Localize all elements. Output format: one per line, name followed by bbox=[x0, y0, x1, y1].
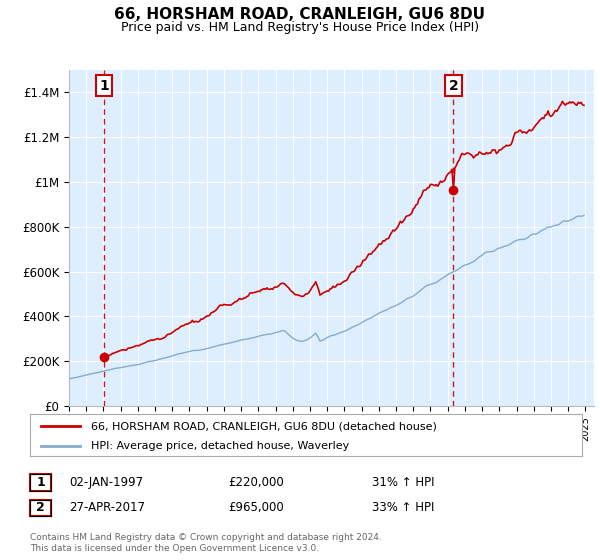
Text: £965,000: £965,000 bbox=[228, 501, 284, 515]
Text: 27-APR-2017: 27-APR-2017 bbox=[69, 501, 145, 515]
Text: 02-JAN-1997: 02-JAN-1997 bbox=[69, 476, 143, 489]
Text: 2: 2 bbox=[448, 78, 458, 92]
Text: 1: 1 bbox=[99, 78, 109, 92]
Text: £220,000: £220,000 bbox=[228, 476, 284, 489]
Text: 66, HORSHAM ROAD, CRANLEIGH, GU6 8DU (detached house): 66, HORSHAM ROAD, CRANLEIGH, GU6 8DU (de… bbox=[91, 421, 437, 431]
Text: 1: 1 bbox=[36, 476, 45, 489]
Text: 2: 2 bbox=[36, 501, 45, 515]
Text: Contains HM Land Registry data © Crown copyright and database right 2024.
This d: Contains HM Land Registry data © Crown c… bbox=[30, 533, 382, 553]
Text: Price paid vs. HM Land Registry's House Price Index (HPI): Price paid vs. HM Land Registry's House … bbox=[121, 21, 479, 34]
Text: HPI: Average price, detached house, Waverley: HPI: Average price, detached house, Wave… bbox=[91, 441, 349, 451]
Text: 66, HORSHAM ROAD, CRANLEIGH, GU6 8DU: 66, HORSHAM ROAD, CRANLEIGH, GU6 8DU bbox=[115, 7, 485, 22]
Text: 33% ↑ HPI: 33% ↑ HPI bbox=[372, 501, 434, 515]
Text: 31% ↑ HPI: 31% ↑ HPI bbox=[372, 476, 434, 489]
